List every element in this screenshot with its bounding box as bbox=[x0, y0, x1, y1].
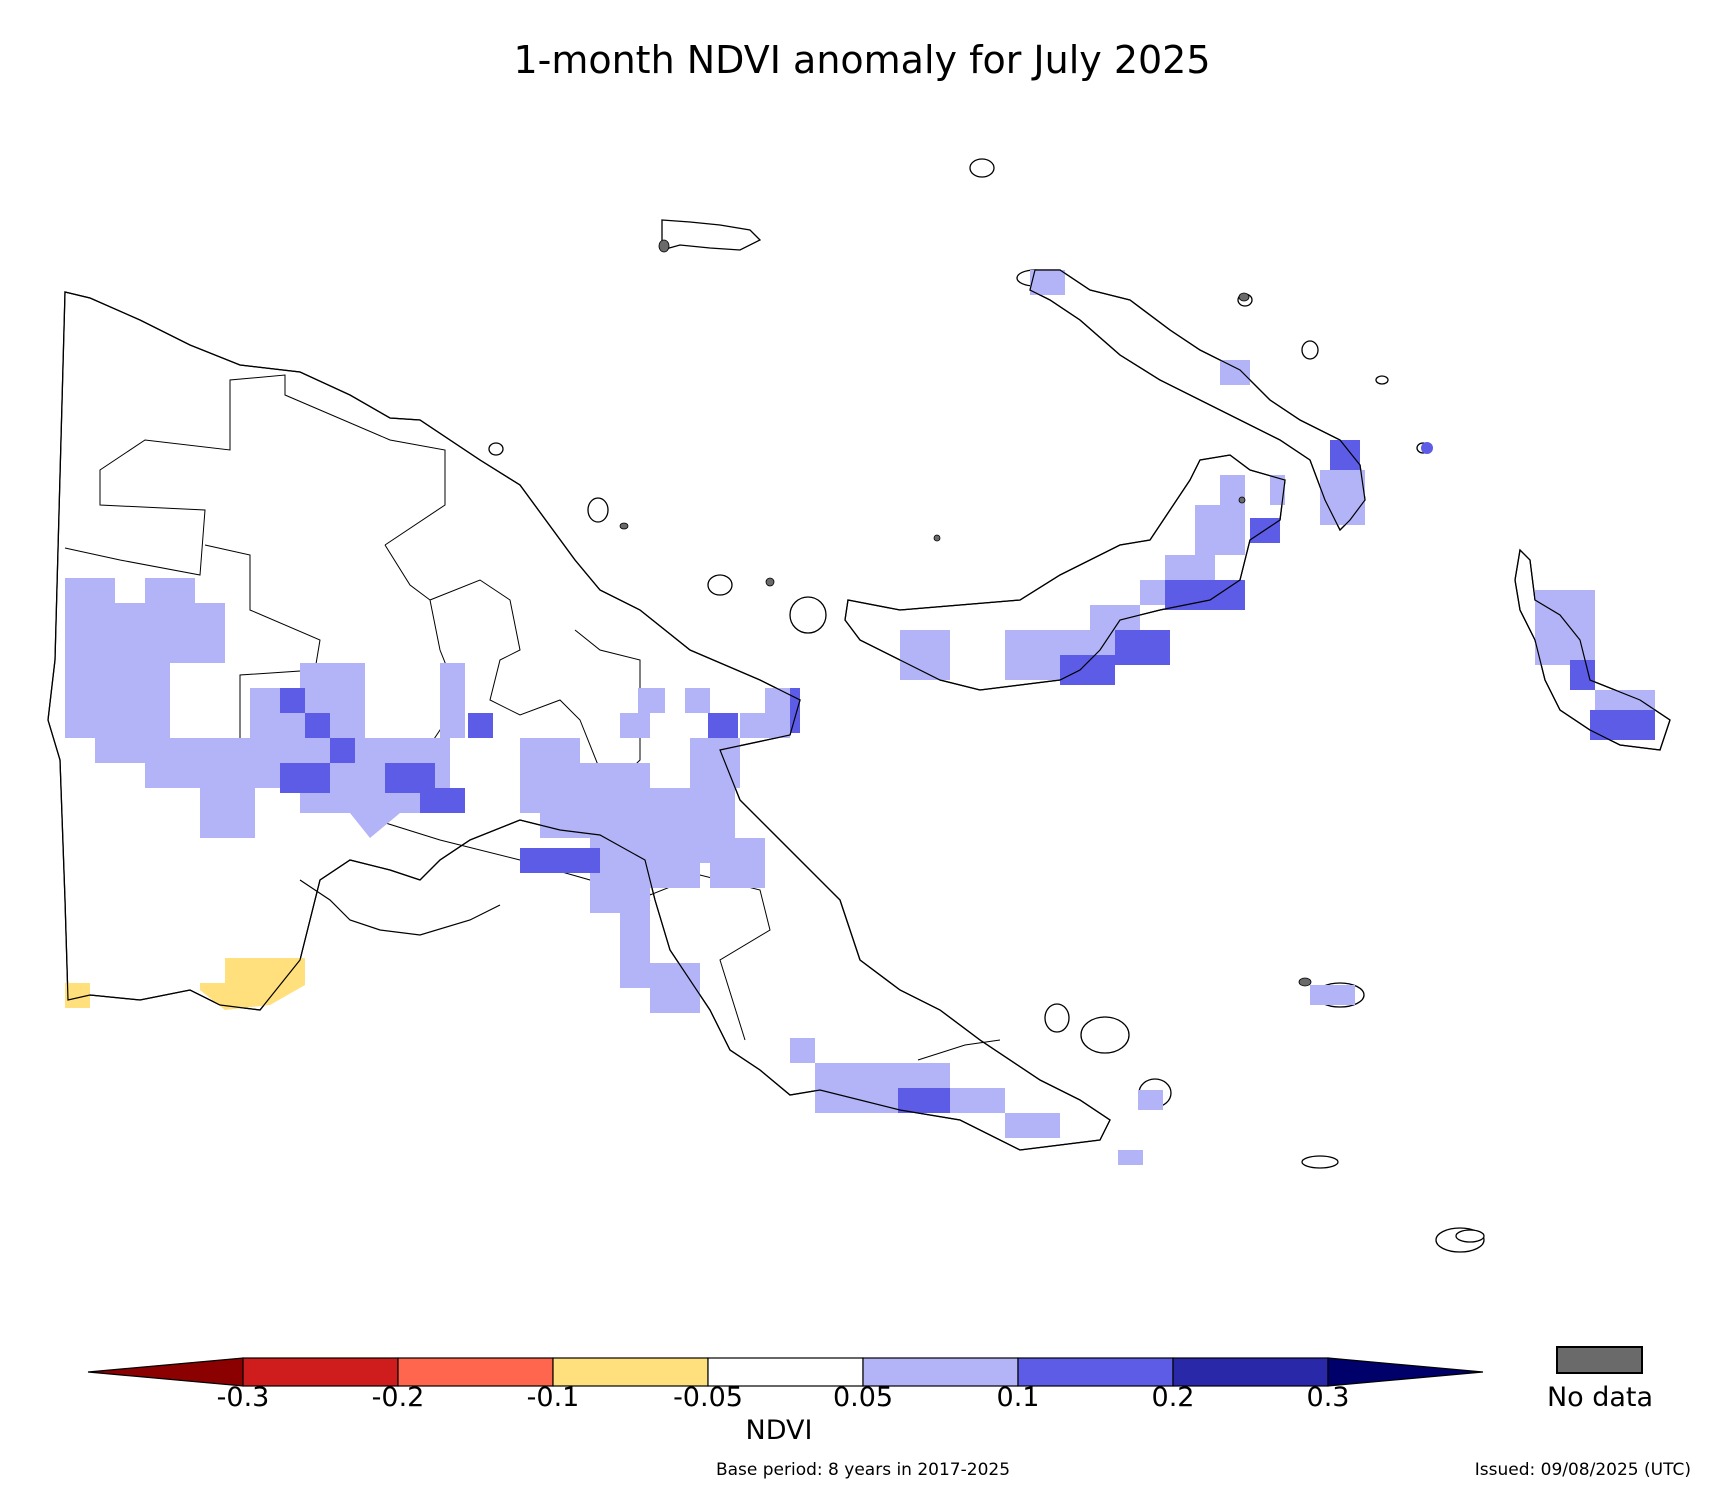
no-data-label: No data bbox=[1546, 1382, 1654, 1413]
colorbar-bin bbox=[1172, 1357, 1329, 1387]
colorbar-tick: 0.2 bbox=[1151, 1382, 1195, 1413]
colorbar-tick: -0.2 bbox=[371, 1382, 425, 1413]
colorbar-bin bbox=[1017, 1357, 1174, 1387]
base-period-note: Base period: 8 years in 2017-2025 bbox=[715, 1460, 1011, 1480]
no-data-swatch bbox=[1556, 1346, 1643, 1374]
anomaly-cells-yellow bbox=[65, 958, 305, 1010]
manus-outline bbox=[661, 219, 762, 251]
issued-date: Issued: 09/08/2025 (UTC) bbox=[1474, 1460, 1691, 1480]
map-title: 1-month NDVI anomaly for July 2025 bbox=[513, 38, 1211, 82]
colorbar-bin bbox=[397, 1357, 554, 1387]
colorbar-tick: 0.1 bbox=[996, 1382, 1040, 1413]
colorbar-tick: 0.3 bbox=[1306, 1382, 1350, 1413]
colorbar-extend-high bbox=[1327, 1357, 1484, 1387]
colorbar-bin bbox=[862, 1357, 1019, 1387]
colorbar bbox=[87, 1357, 1484, 1387]
colorbar-tick: 0.05 bbox=[832, 1382, 894, 1413]
no-data-cells bbox=[619, 239, 1312, 987]
colorbar-bin bbox=[552, 1357, 709, 1387]
colorbar-tick: -0.05 bbox=[673, 1382, 743, 1413]
mainland-outline bbox=[47, 291, 1111, 1151]
colorbar-tick: -0.1 bbox=[526, 1382, 580, 1413]
colorbar-label: NDVI bbox=[745, 1415, 813, 1446]
colorbar-tick: -0.3 bbox=[216, 1382, 270, 1413]
